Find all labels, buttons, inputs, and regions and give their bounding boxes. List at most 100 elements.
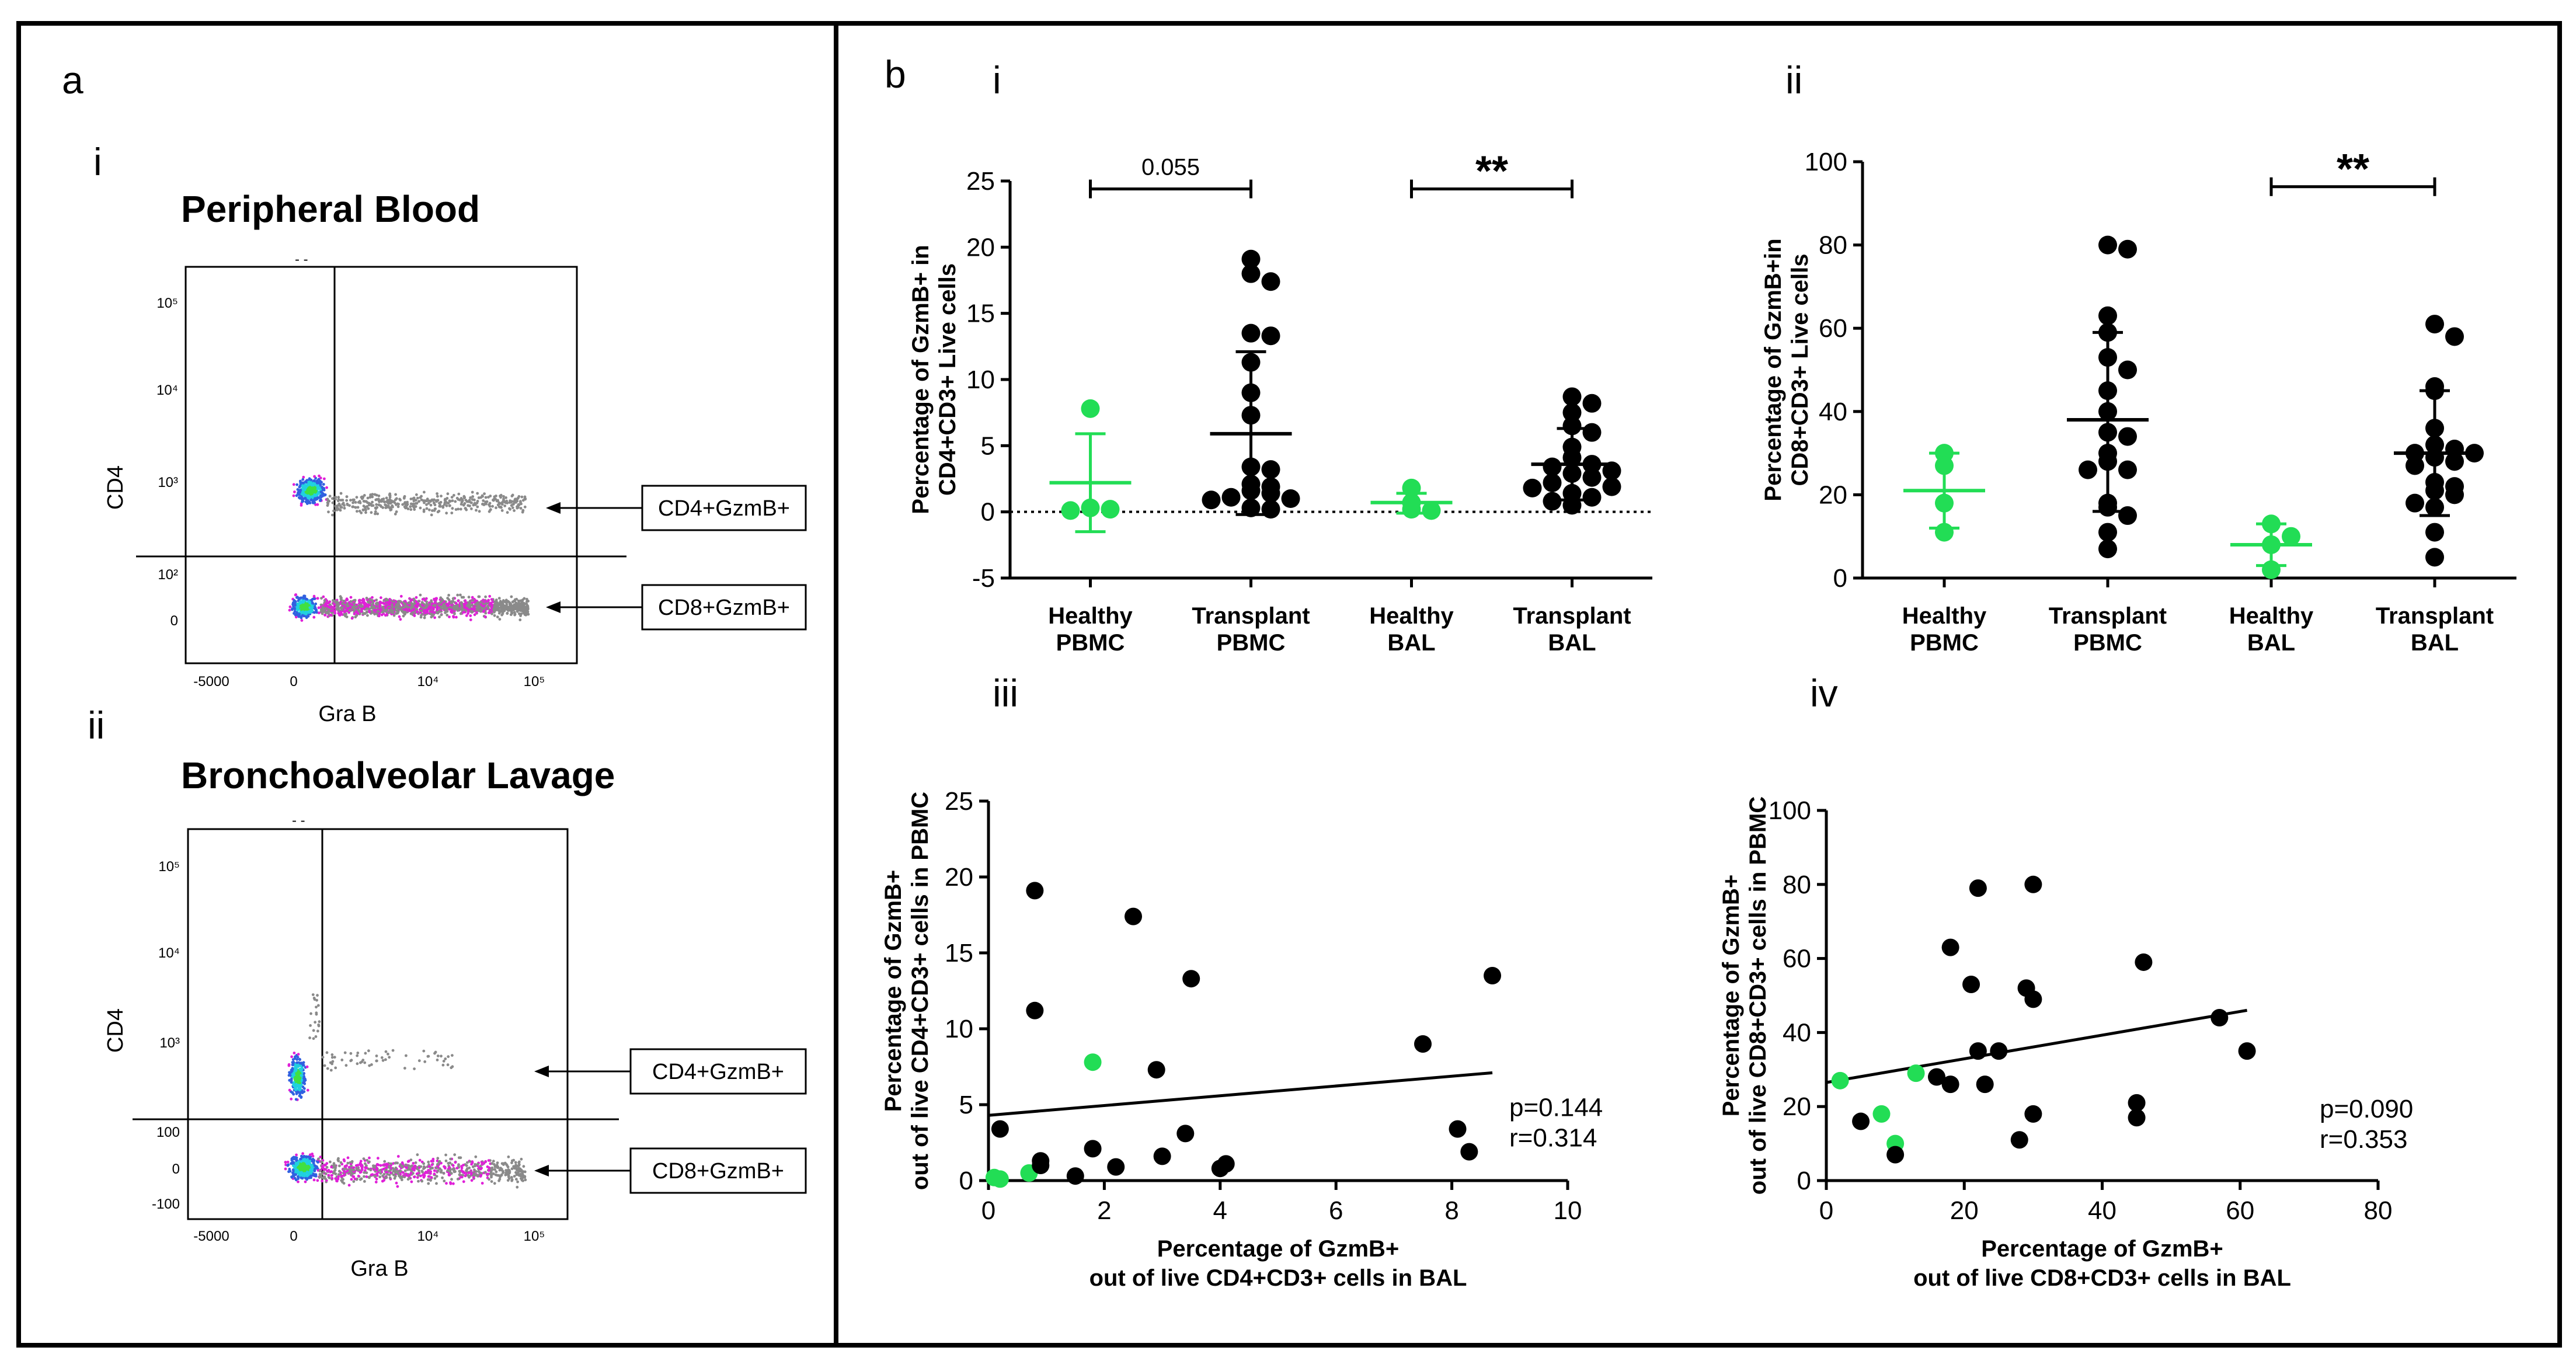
flow-dot [316,1161,319,1164]
flow-dot [331,1060,335,1063]
flow-dot [304,597,307,600]
flow-dot [319,476,322,480]
flow-dot [459,1175,463,1179]
flow-dot [467,612,469,615]
flow-dot [354,1164,358,1167]
flow-dot [497,501,501,504]
flow-dot [334,496,337,499]
flow-dot [412,1172,415,1175]
flow-dot [433,601,437,604]
flow-dot [446,492,450,496]
flow-dot [388,1169,391,1172]
data-point [1084,1140,1102,1158]
y-tick-label: 40 [1819,398,1847,426]
flow-dot [299,1157,302,1161]
y-tick-label: 80 [1783,871,1811,899]
flow-dot [518,618,522,622]
data-point [2098,306,2117,325]
flow-dot [361,495,364,499]
flow-dot [319,494,322,497]
data-point [1261,500,1280,519]
flow-dot [508,603,511,606]
flow-dot [294,1064,297,1067]
significance-label: ** [1475,148,1508,195]
flow-dot [355,605,358,608]
flow-dot [430,599,433,603]
flow-dot [416,610,419,614]
flow-dot [497,609,500,612]
data-point [1928,1068,1945,1086]
lavage-title: Bronchoalveolar Lavage [181,754,615,796]
flow-dot [284,1167,287,1171]
flow-dot [314,1021,317,1024]
flow-dot [327,608,330,611]
data-point [1241,406,1261,425]
flow-dot [476,1162,479,1166]
x-tick-label: 0 [981,1196,995,1225]
flow-dot [519,501,522,504]
flow-dot [472,503,476,506]
flow-dot [365,607,369,610]
data-point [2406,493,2424,513]
flow-dot [318,1176,321,1179]
flow-dot [302,1075,306,1078]
data-point [1562,387,1582,406]
flow-dot [431,1160,435,1162]
flow-dot [436,608,439,611]
flow-dot [297,1081,300,1084]
flow-dot [343,1174,346,1176]
flow-dot [427,607,430,610]
data-point [2118,460,2137,479]
data-point [2262,560,2281,579]
flow-dot [523,605,526,608]
flow-dot [405,504,409,507]
flow-dot [300,601,302,605]
flow-dot [392,1169,395,1173]
flow-dot [475,509,478,512]
flow-dot [371,599,374,602]
flow-dot [505,1173,509,1176]
flow-dot [311,1154,315,1158]
flow-dot [397,1173,401,1176]
flow-dot [418,1158,422,1162]
lavage-ytick: 10⁴ [158,945,180,961]
flow-dot [378,612,381,615]
flow-dot [316,1179,319,1182]
flow-dot [296,1166,300,1169]
data-point [1402,500,1421,519]
flow-dot [440,495,443,497]
flow-dot [436,492,438,495]
flow-dot [469,618,472,621]
flow-dot [496,601,499,604]
flow-dot [435,500,438,503]
flow-dot [440,605,443,609]
flow-dot [339,492,343,495]
flow-dot [468,602,471,605]
flow-dot [290,1055,293,1059]
flow-dot [459,503,463,506]
flow-dot [463,496,466,500]
data-point [2406,456,2424,475]
flow-dot [507,1155,510,1158]
flow-dot [463,602,466,605]
flow-dot [317,1023,321,1026]
blood-xtick: 10⁴ [417,674,438,690]
flow-dot [520,605,523,608]
flow-dot [422,1162,426,1165]
data-point [1460,1143,1478,1161]
flow-dot [311,993,315,997]
data-point [1261,483,1280,503]
flow-dot [287,1064,291,1067]
data-point [1221,488,1241,507]
category-label: Transplant [2049,603,2167,629]
flow-dot [308,502,312,504]
flow-dot [447,1162,450,1165]
flow-dot [332,599,335,602]
flow-dot [302,1072,306,1075]
chart-b-iv: 0 20 40 60 80 100 0 20 40 60 80 Percentage of GzmB+… [1718,796,2413,1291]
blood-cd8-arrowhead [546,601,561,613]
data-point [1261,272,1280,291]
data-point [1107,1158,1125,1176]
flow-dot [309,489,313,492]
flow-dot [331,497,334,500]
